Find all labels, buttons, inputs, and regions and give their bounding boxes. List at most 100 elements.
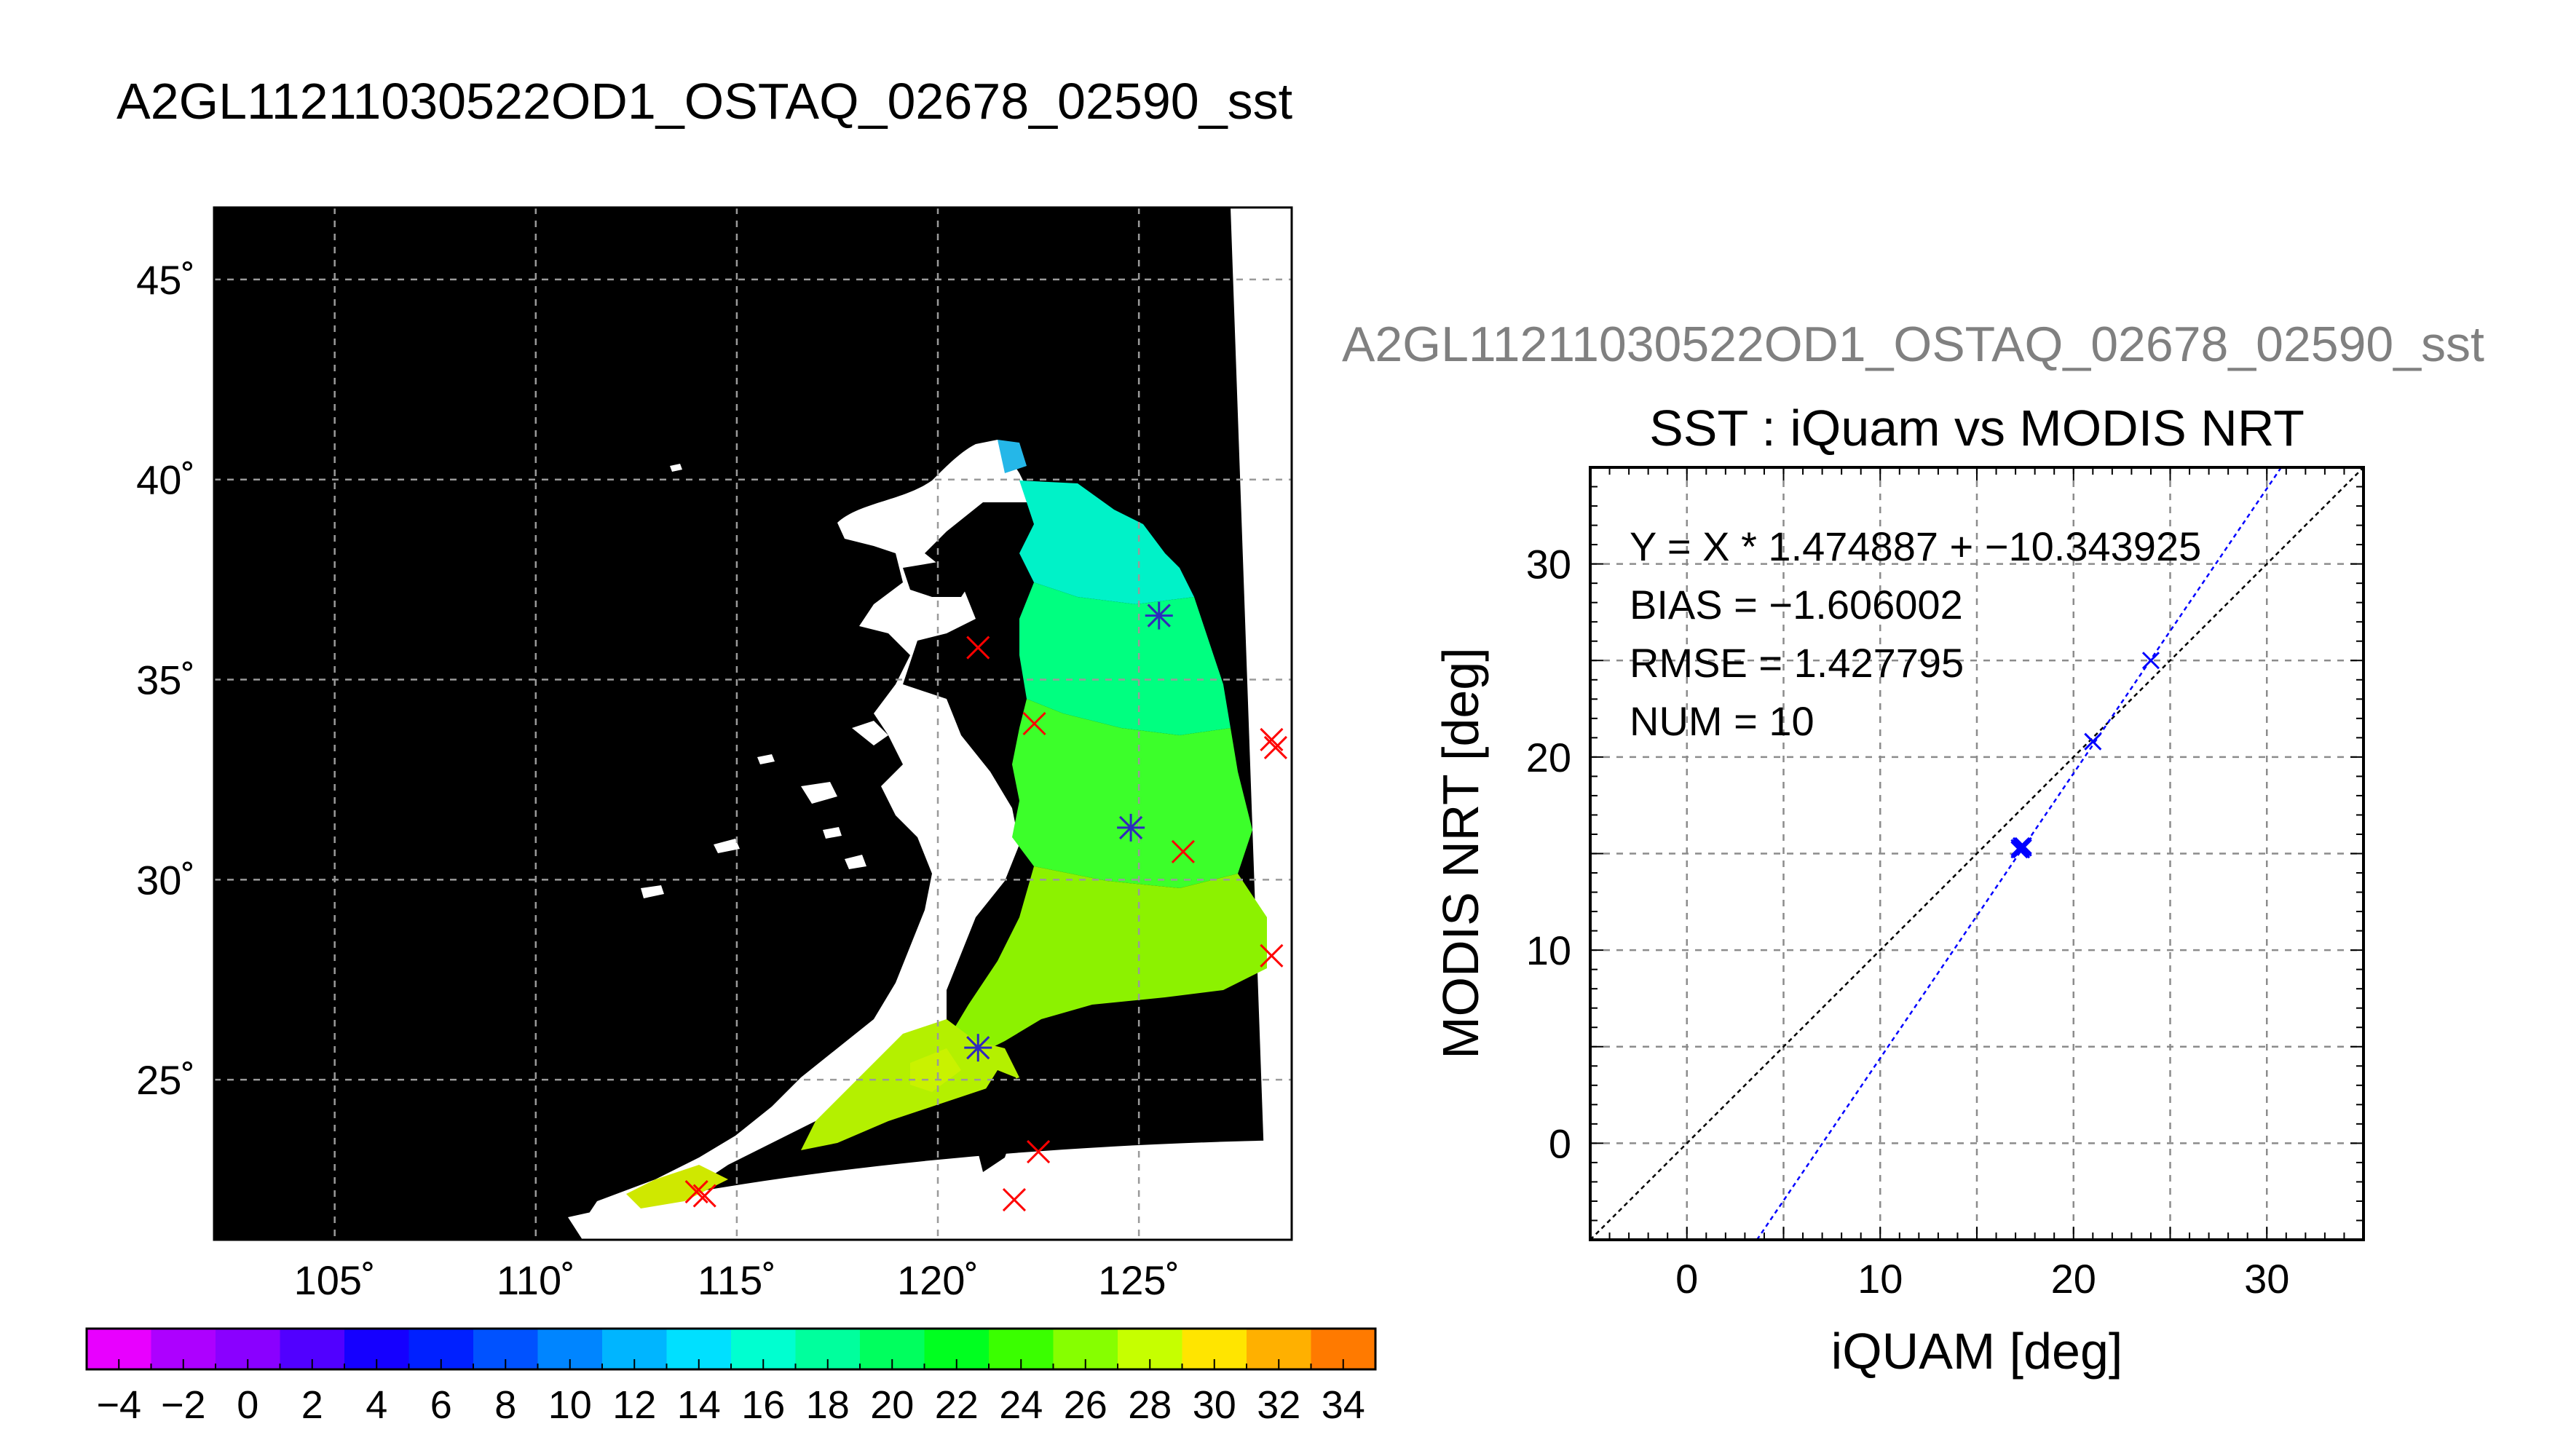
map-land-mask xyxy=(583,440,1034,1223)
red-x-marker xyxy=(1027,1140,1051,1164)
scatter-title: SST : iQuam vs MODIS NRT xyxy=(1649,400,2305,456)
scatter-point xyxy=(2141,652,2160,670)
colorbar-tick-label: 16 xyxy=(741,1383,785,1427)
colorbar-frame xyxy=(85,1327,1377,1371)
colorbar-tick-label: 0 xyxy=(237,1383,258,1427)
sst-field-cyan xyxy=(1019,480,1194,604)
scatter-point xyxy=(2010,839,2029,857)
blue-asterisk-marker xyxy=(1145,601,1173,630)
map-land-specks xyxy=(641,464,888,898)
scatter-y-tick-label: 0 xyxy=(1549,1120,1571,1166)
blue-asterisk-marker xyxy=(1117,813,1145,842)
scatter-y-label: MODIS NRT [deg] xyxy=(1432,647,1489,1059)
scatter-x-label: iQUAM [deg] xyxy=(1831,1323,2123,1380)
marker-stroke xyxy=(1022,711,1046,736)
colorbar-tick-label: 6 xyxy=(430,1383,452,1427)
colorbar-tick-label: 10 xyxy=(548,1383,592,1427)
map-y-tick-label: 40˚ xyxy=(136,457,195,503)
colorbar-tick-label: 14 xyxy=(677,1383,721,1427)
red-x-marker xyxy=(1263,735,1287,760)
marker-stroke xyxy=(966,636,990,660)
sst-field-green xyxy=(1012,699,1252,888)
red-x-marker xyxy=(1260,727,1284,752)
map-x-tick-label: 110˚ xyxy=(497,1257,575,1303)
point-stroke xyxy=(2084,732,2102,751)
map-x-tick-label: 125˚ xyxy=(1098,1257,1180,1303)
colorbar-tick-label: 2 xyxy=(301,1383,323,1427)
point-stroke xyxy=(2141,652,2160,670)
marker-stroke xyxy=(692,1184,716,1208)
point-stroke xyxy=(2010,839,2029,857)
sst-field-lime xyxy=(947,866,1267,1063)
sst-field-coast xyxy=(626,1165,728,1208)
fit-equation: Y = X * 1.474887 + −10.343925 xyxy=(1630,523,2201,569)
colorbar-tick-label: 12 xyxy=(612,1383,656,1427)
red-x-marker xyxy=(684,1179,708,1204)
map-y-tick-label: 35˚ xyxy=(136,657,195,703)
sst-field-taiwan-strait xyxy=(910,1048,961,1092)
colorbar-tick-label: 8 xyxy=(494,1383,516,1427)
sst-map-panel: 105˚ 110˚ 115˚ 120˚ 125˚ 25˚ 30˚ 35˚ 40˚ 45˚ xyxy=(136,206,1293,1303)
scatter-x-tick-label: 20 xyxy=(2051,1256,2096,1302)
map-y-tick-label: 45˚ xyxy=(136,257,195,303)
colorbar-tick-label: 20 xyxy=(870,1383,914,1427)
scatter-panel: A2GL11211030522OD1_OSTAQ_02678_02590_sst… xyxy=(1342,317,2484,1380)
colorbar-tick-label: 22 xyxy=(935,1383,979,1427)
blue-asterisk-marker xyxy=(964,1034,992,1062)
map-x-tick-label: 105˚ xyxy=(294,1257,376,1303)
map-swath-edge xyxy=(1231,207,1292,1240)
marker-stroke xyxy=(1002,1187,1027,1212)
map-station-markers xyxy=(684,601,1287,1212)
point-stroke xyxy=(2013,838,2031,856)
scatter-frame xyxy=(1589,466,2365,1241)
marker-stroke xyxy=(1263,735,1287,760)
scatter-points xyxy=(2010,652,2160,859)
map-y-tick-label: 25˚ xyxy=(136,1057,195,1103)
colorbar: −4 −2 0 2 4 6 8 10 12 14 16 18 20 22 24 26 28 30 32 34 xyxy=(85,1327,1377,1427)
map-grid xyxy=(214,207,1292,1240)
scatter-x-tick-label: 30 xyxy=(2244,1256,2289,1302)
colorbar-tick-label: 26 xyxy=(1064,1383,1107,1427)
scatter-x-tick-label: 10 xyxy=(1857,1256,1903,1302)
colorbar-tick-labels: −4 −2 0 2 4 6 8 10 12 14 16 18 20 22 24 26 28 30 32 34 xyxy=(96,1383,1365,1427)
map-x-tick-label: 120˚ xyxy=(897,1257,979,1303)
scatter-lines xyxy=(1590,467,2364,1241)
colorbar-tick-label: 28 xyxy=(1128,1383,1172,1427)
colorbar-tick-label: 30 xyxy=(1193,1383,1236,1427)
map-y-tick-label: 30˚ xyxy=(136,857,195,903)
scatter-y-tick-label: 30 xyxy=(1526,542,1571,587)
colorbar-tick-label: 4 xyxy=(366,1383,387,1427)
colorbar-cells xyxy=(86,1329,1376,1369)
map-x-tick-label: 115˚ xyxy=(698,1257,776,1303)
scatter-subtitle: A2GL11211030522OD1_OSTAQ_02678_02590_sst xyxy=(1342,317,2484,372)
rmse-value: RMSE = 1.427795 xyxy=(1630,640,1964,686)
marker-stroke xyxy=(1171,839,1195,863)
map-shandong xyxy=(903,561,976,597)
one-to-one-line xyxy=(1590,467,2364,1241)
marker-stroke xyxy=(1027,1140,1051,1164)
colorbar-tick-label: 34 xyxy=(1322,1383,1365,1427)
scatter-point xyxy=(2013,838,2031,856)
map-y-tick-labels: 25˚ 30˚ 35˚ 40˚ 45˚ xyxy=(136,257,195,1103)
scatter-y-tick-label: 20 xyxy=(1526,735,1571,780)
red-x-marker xyxy=(1171,839,1195,863)
sst-field-aqua xyxy=(998,440,1027,473)
scatter-y-tick-label: 10 xyxy=(1526,927,1571,973)
red-x-marker xyxy=(1022,711,1046,736)
colorbar-tick-label: 18 xyxy=(806,1383,850,1427)
colorbar-tick-label: −2 xyxy=(161,1383,206,1427)
colorbar-tick-label: 24 xyxy=(999,1383,1043,1427)
map-taiwan xyxy=(976,1070,1019,1172)
regression-fit-line xyxy=(1756,467,2283,1241)
map-x-tick-labels: 105˚ 110˚ 115˚ 120˚ 125˚ xyxy=(294,1257,1180,1303)
colorbar-tick-label: −4 xyxy=(96,1383,141,1427)
map-bottom-swath xyxy=(568,1140,1292,1240)
map-frame xyxy=(213,206,1293,1241)
scatter-x-tick-labels: 0 10 20 30 xyxy=(1675,1256,2289,1302)
scatter-point xyxy=(2084,732,2102,751)
red-x-marker xyxy=(1260,943,1284,968)
num-value: NUM = 10 xyxy=(1630,698,1814,744)
marker-stroke xyxy=(1260,943,1284,968)
page-title: A2GL11211030522OD1_OSTAQ_02678_02590_sst xyxy=(117,73,1292,130)
